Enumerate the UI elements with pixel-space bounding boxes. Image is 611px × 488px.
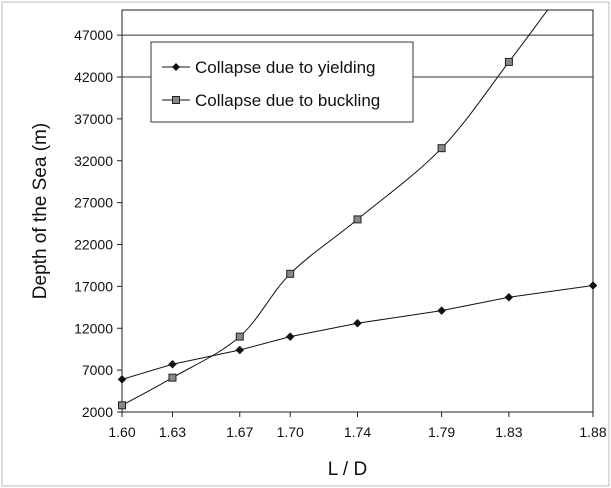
y-tick-label: 32000 [74,153,113,169]
marker-buckling [504,57,513,66]
marker-buckling [168,373,177,382]
marker-buckling [353,215,362,224]
marker-yielding [588,281,598,290]
legend-label: Collapse due to buckling [195,91,380,110]
x-tick-label: 1.88 [579,424,606,440]
y-tick-label: 37000 [74,111,113,127]
y-tick-label: 27000 [74,195,113,211]
legend-marker-yielding [172,63,180,71]
marker-yielding [235,345,245,355]
x-tick-label: 1.67 [226,424,253,440]
marker-yielding [437,306,446,316]
marker-yielding [353,318,362,328]
legend-box [150,41,414,123]
marker-yielding [168,359,177,369]
y-tick-label: 22000 [74,237,113,253]
marker-yielding [285,332,295,341]
series-line-buckling [122,10,548,406]
y-tick-label: 7000 [82,362,113,378]
x-tick-label: 1.83 [495,424,522,440]
legend-marker-buckling [172,96,180,104]
y-tick-label: 2000 [82,404,113,420]
y-axis-title: Depth of the Sea (m) [30,123,51,299]
legend-label: Collapse due to yielding [195,58,376,77]
marker-buckling [235,332,244,341]
marker-yielding [504,292,514,302]
y-tick-label: 12000 [74,320,113,336]
series-line-yielding [122,285,593,380]
x-axis-title: L / D [328,459,367,480]
marker-buckling [286,269,295,278]
y-tick-label: 17000 [74,278,113,294]
marker-yielding [117,374,127,384]
x-tick-label: 1.79 [428,424,455,440]
x-tick-label: 1.63 [159,424,186,440]
y-tick-label: 47000 [74,27,113,43]
x-tick-label: 1.60 [108,424,135,440]
x-tick-label: 1.74 [344,424,371,440]
y-tick-label: 42000 [74,69,113,85]
marker-buckling [437,144,446,153]
marker-buckling [118,401,126,410]
x-tick-label: 1.70 [277,424,304,440]
